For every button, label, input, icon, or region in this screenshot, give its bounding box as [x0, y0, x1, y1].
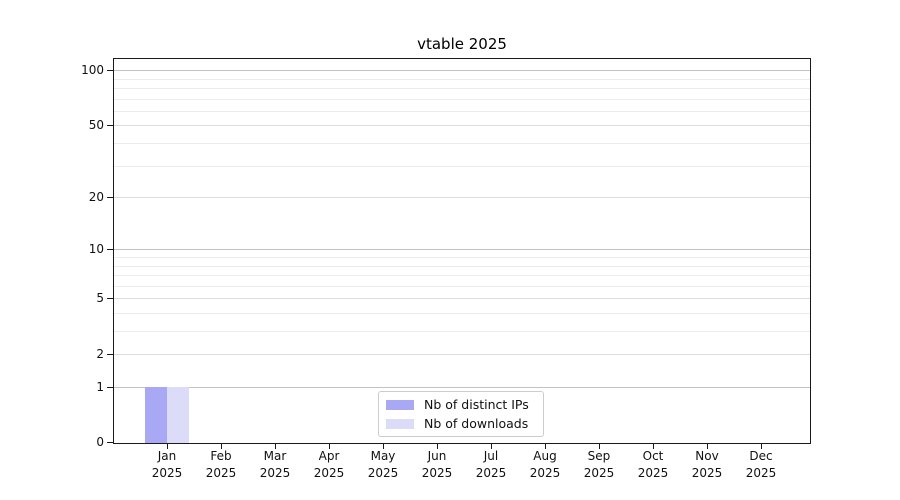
x-tick [599, 443, 600, 449]
legend: Nb of distinct IPs Nb of downloads [378, 391, 544, 437]
y-minor-grid-line [114, 143, 810, 144]
x-tick-label-year: 2025 [259, 465, 291, 480]
legend-item: Nb of downloads [379, 416, 543, 431]
y-tick [107, 354, 114, 356]
bar-nb-of-downloads [167, 387, 189, 443]
y-grid-line [114, 125, 810, 127]
x-tick-label-year: 2025 [475, 465, 507, 480]
y-grid-line [114, 70, 810, 72]
y-grid-line [114, 197, 810, 199]
x-tick-label-month: Jul [483, 449, 499, 463]
y-tick-label: 10 [88, 242, 104, 257]
y-tick-label: 2 [96, 347, 104, 362]
y-minor-grid-line [114, 312, 810, 314]
y-minor-grid-line [114, 285, 810, 287]
x-tick-label-year: 2025 [745, 465, 777, 480]
x-tick-label-month: Dec [749, 449, 773, 463]
x-tick-label-month: Mar [263, 449, 287, 463]
x-tick [437, 443, 438, 449]
x-tick-label: Oct 2025 [638, 448, 669, 481]
x-tick-label: Mar 2025 [260, 448, 291, 481]
x-tick-label-year: 2025 [583, 465, 615, 480]
y-tick-label: 5 [96, 291, 104, 306]
x-tick-label-year: 2025 [367, 465, 399, 480]
bar-nb-of-distinct-ips [145, 387, 167, 443]
legend-item: Nb of distinct IPs [379, 397, 543, 412]
x-tick-label-month: Jun [427, 449, 447, 463]
x-tick [383, 443, 384, 449]
y-minor-grid-line [114, 78, 810, 80]
x-tick [653, 443, 654, 449]
x-tick-label: Jul 2025 [476, 448, 507, 481]
x-tick-label-month: Feb [210, 449, 232, 463]
y-grid-line [114, 354, 810, 356]
x-tick [221, 443, 222, 449]
x-tick-label: Jan 2025 [152, 448, 183, 481]
x-tick-label-year: 2025 [529, 465, 561, 480]
x-tick-label-month: Oct [642, 449, 664, 463]
x-tick-label-month: Aug [533, 449, 557, 463]
x-tick [707, 443, 708, 449]
x-tick-label-month: May [370, 449, 396, 463]
y-minor-grid-line [114, 88, 810, 89]
x-tick [167, 443, 168, 449]
chart-title: vtable 2025 [417, 35, 507, 53]
x-tick-label-month: Apr [318, 449, 340, 463]
x-tick-label-year: 2025 [205, 465, 237, 480]
x-tick-label-year: 2025 [313, 465, 345, 480]
y-tick-label: 20 [88, 190, 104, 205]
y-tick [107, 70, 114, 72]
x-tick-label: Apr 2025 [314, 448, 345, 481]
y-tick [107, 249, 114, 251]
y-tick-label: 1 [96, 380, 104, 394]
y-tick [107, 442, 114, 443]
plot-area: 0 1 2 5 10 20 50 100 Jan 2025 Feb 2025 Mar 2025 Apr 20… [81, 58, 811, 480]
x-tick [761, 443, 762, 449]
x-tick-label-year: 2025 [421, 465, 453, 480]
y-grid-line [114, 387, 810, 388]
x-tick-label-month: Sep [587, 449, 611, 463]
x-tick-label: Nov 2025 [692, 448, 723, 481]
y-grid-line [114, 298, 810, 300]
legend-label: Nb of downloads [424, 416, 529, 431]
y-tick-label: 50 [88, 118, 104, 133]
y-tick [107, 125, 114, 127]
y-tick-label: 0 [96, 435, 104, 449]
x-tick-label: Sep 2025 [584, 448, 615, 481]
legend-swatch-nb-of-distinct-ips [386, 399, 414, 410]
x-tick-label: Jun 2025 [422, 448, 453, 481]
y-tick [107, 298, 114, 300]
y-minor-grid-line [114, 331, 810, 332]
x-tick [545, 443, 546, 449]
x-tick [329, 443, 330, 449]
x-tick-label: May 2025 [368, 448, 399, 481]
y-tick-label: 100 [81, 63, 104, 78]
x-tick-label-year: 2025 [691, 465, 723, 480]
y-tick [107, 387, 114, 388]
x-tick-label-month: Nov [695, 449, 719, 463]
y-minor-grid-line [114, 275, 810, 277]
y-minor-grid-line [114, 98, 810, 100]
x-tick-label: Dec 2025 [746, 448, 777, 481]
x-tick [275, 443, 276, 449]
x-tick-label-year: 2025 [151, 465, 183, 480]
y-minor-grid-line [114, 265, 810, 267]
y-minor-grid-line [114, 165, 810, 167]
y-minor-grid-line [114, 110, 810, 112]
legend-label: Nb of distinct IPs [424, 397, 529, 412]
legend-swatch-nb-of-downloads [386, 418, 414, 429]
x-tick-label-year: 2025 [637, 465, 669, 480]
x-tick-label: Feb 2025 [206, 448, 237, 481]
x-tick [491, 443, 492, 449]
x-tick-label-month: Jan [157, 449, 177, 463]
y-grid-line [114, 249, 810, 251]
x-tick-label: Aug 2025 [530, 448, 561, 481]
y-minor-grid-line [114, 256, 810, 258]
y-tick [107, 197, 114, 199]
